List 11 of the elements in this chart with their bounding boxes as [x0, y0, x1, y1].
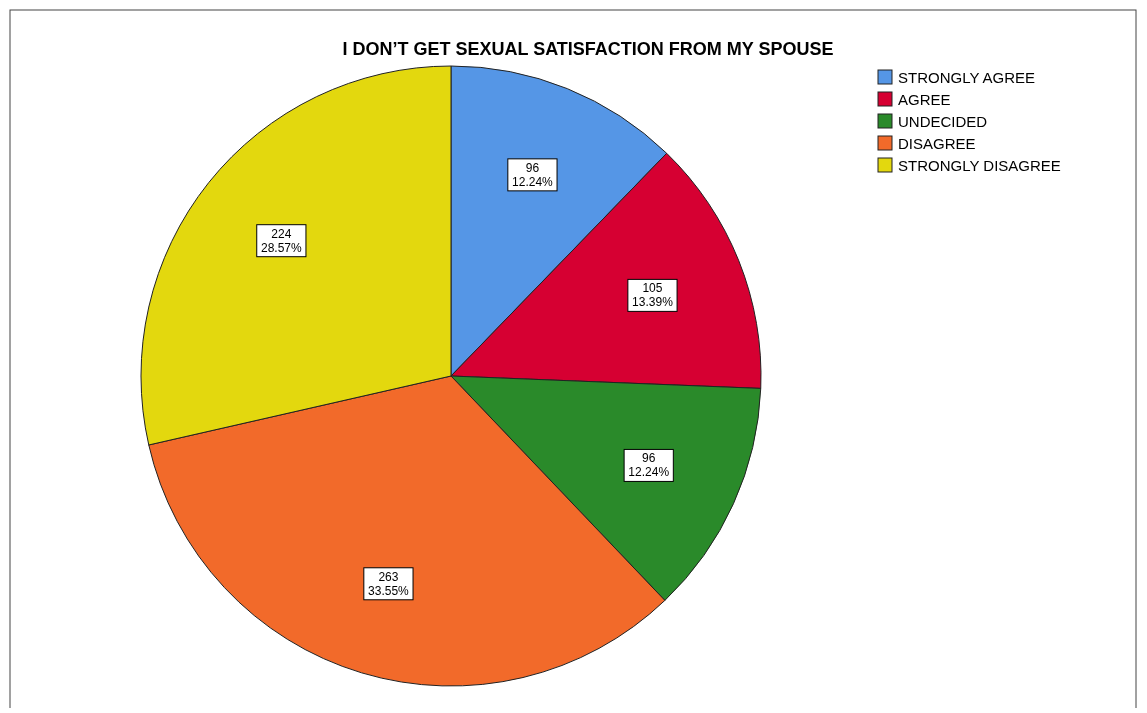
data-label: 96 12.24% [512, 160, 554, 189]
legend-label: STRONGLY DISAGREE [898, 157, 1061, 174]
legend-label: DISAGREE [898, 135, 976, 152]
data-label: 96 12.24% [628, 451, 670, 480]
legend-label: UNDECIDED [898, 113, 988, 130]
chart-title: I DON’T GET SEXUAL SATISFACTION FROM MY SPOUSE [342, 39, 834, 59]
legend-label: STRONGLY AGREE [898, 69, 1035, 86]
data-label: 263 33.55% [368, 569, 410, 598]
data-label: 105 13.39% [632, 281, 674, 310]
legend-label: AGREE [898, 91, 951, 108]
data-label: 224 28.57% [260, 226, 303, 255]
